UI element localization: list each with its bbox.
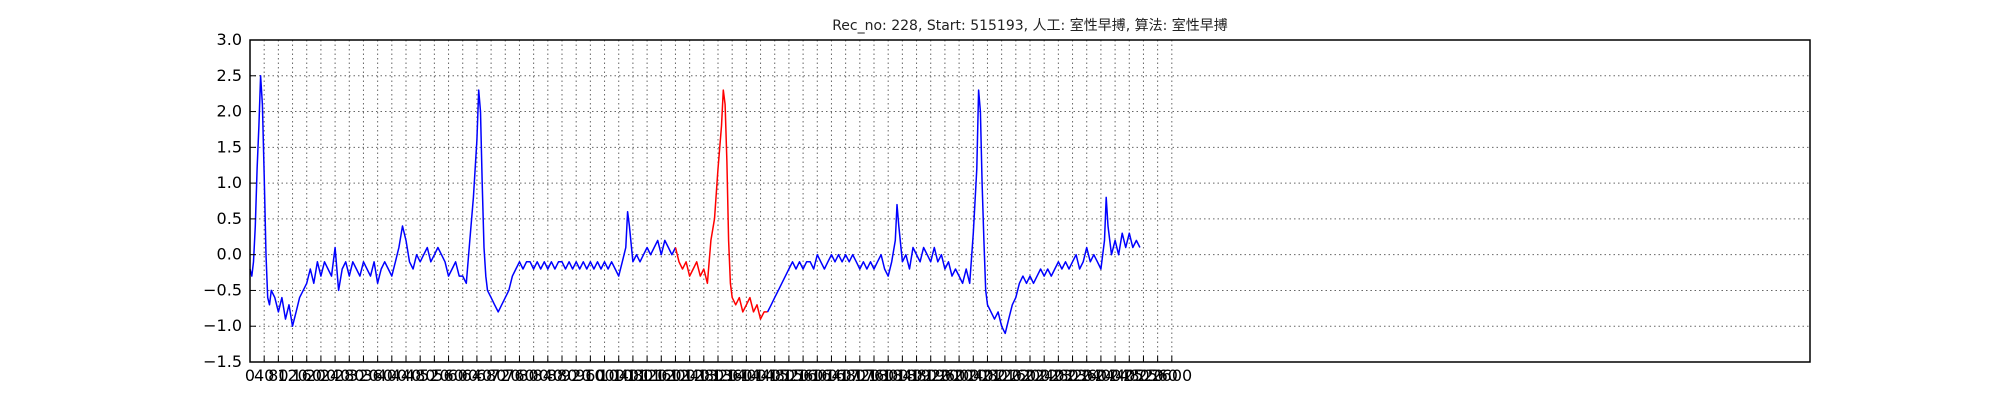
x-tick-label: 2480 bbox=[1109, 366, 1150, 385]
x-tick-label: 1920 bbox=[910, 366, 951, 385]
y-tick-label: 2.0 bbox=[217, 102, 242, 121]
x-tick-label: 40 bbox=[254, 366, 274, 385]
x-tick-label: 600 bbox=[447, 366, 478, 385]
x-tick-label: 2120 bbox=[981, 366, 1022, 385]
x-tick-label: 1280 bbox=[683, 366, 724, 385]
x-tick-label: 1560 bbox=[783, 366, 824, 385]
x-tick-label: 200 bbox=[306, 366, 337, 385]
x-tick-label: 160 bbox=[291, 366, 322, 385]
x-tick-label: 440 bbox=[391, 366, 422, 385]
x-tick-label: 1000 bbox=[584, 366, 625, 385]
x-tick-label: 640 bbox=[462, 366, 493, 385]
x-tick-label: 1480 bbox=[754, 366, 795, 385]
x-tick-label: 800 bbox=[518, 366, 549, 385]
x-tick-label: 320 bbox=[348, 366, 379, 385]
x-tick-label: 2560 bbox=[1137, 366, 1178, 385]
x-tick-label: 2160 bbox=[995, 366, 1036, 385]
x-tick-label: 1760 bbox=[854, 366, 895, 385]
x-tick-label: 1160 bbox=[641, 366, 682, 385]
y-tick-label: 3.0 bbox=[217, 30, 242, 49]
series-layer bbox=[249, 75, 1141, 335]
x-tick-label: 2280 bbox=[1038, 366, 1079, 385]
y-tick-label: −1.5 bbox=[203, 352, 242, 371]
y-ticks-layer: 3.0 2.5 2.0 1.5 1.0 0.5 0.0 −0.5 −1.0 −1.5 bbox=[203, 30, 256, 371]
x-tick-label: 1960 bbox=[925, 366, 966, 385]
x-tick-label: 1680 bbox=[825, 366, 866, 385]
x-tick-label: 1400 bbox=[726, 366, 767, 385]
x-tick-label: 2520 bbox=[1123, 366, 1164, 385]
grid-layer bbox=[249, 39, 1810, 363]
x-tick-label: 1080 bbox=[613, 366, 654, 385]
x-tick-label: 1360 bbox=[712, 366, 753, 385]
x-tick-label: 1640 bbox=[811, 366, 852, 385]
x-tick-label: 1040 bbox=[598, 366, 639, 385]
y-tick-label: 0.0 bbox=[217, 245, 242, 264]
x-tick-label: 1120 bbox=[627, 366, 668, 385]
x-tick-label: 2400 bbox=[1081, 366, 1122, 385]
series-line-2 bbox=[674, 89, 768, 320]
y-tick-label: 2.5 bbox=[217, 66, 242, 85]
y-tick-label: 1.0 bbox=[217, 173, 242, 192]
y-tick-label: −0.5 bbox=[203, 280, 242, 299]
x-tick-label: 80 bbox=[268, 366, 288, 385]
x-tick-label: 520 bbox=[419, 366, 450, 385]
x-tick-label: 1600 bbox=[797, 366, 838, 385]
x-tick-label: 1720 bbox=[839, 366, 880, 385]
x-tick-label: 1440 bbox=[740, 366, 781, 385]
x-tick-label: 2200 bbox=[1010, 366, 1051, 385]
x-tick-label: 1320 bbox=[698, 366, 739, 385]
y-tick-label: 0.5 bbox=[217, 209, 242, 228]
x-tick-label: 2320 bbox=[1052, 366, 1093, 385]
x-tick-label: 960 bbox=[575, 366, 606, 385]
x-tick-label: 240 bbox=[320, 366, 351, 385]
series-line-1 bbox=[249, 75, 677, 327]
x-tick-label: 400 bbox=[377, 366, 408, 385]
y-tick-label: 1.5 bbox=[217, 137, 242, 156]
x-tick-label: 2000 bbox=[939, 366, 980, 385]
x-tick-label: 0 bbox=[245, 366, 255, 385]
plot-frame bbox=[249, 39, 1811, 363]
x-tick-label: 120 bbox=[277, 366, 308, 385]
x-tick-label: 480 bbox=[405, 366, 436, 385]
x-tick-label: 1520 bbox=[769, 366, 810, 385]
x-tick-label: 840 bbox=[533, 366, 564, 385]
chart-title: Rec_no: 228, Start: 515193, 人工: 室性早搏, 算法… bbox=[832, 17, 1228, 34]
x-tick-label: 720 bbox=[490, 366, 521, 385]
x-tick-label: 1240 bbox=[669, 366, 710, 385]
x-tick-label: 560 bbox=[433, 366, 464, 385]
x-tick-label: 1200 bbox=[655, 366, 696, 385]
x-tick-label: 2040 bbox=[953, 366, 994, 385]
x-tick-label: 2240 bbox=[1024, 366, 1065, 385]
x-tick-label: 1800 bbox=[868, 366, 909, 385]
x-tick-label: 1880 bbox=[896, 366, 937, 385]
x-ticks-layer: 0408012016020024028032036040044048052056… bbox=[245, 356, 1192, 385]
x-tick-label: 1840 bbox=[882, 366, 923, 385]
x-tick-label: 280 bbox=[334, 366, 365, 385]
x-tick-label: 920 bbox=[561, 366, 592, 385]
x-tick-label: 760 bbox=[504, 366, 535, 385]
x-tick-label: 2080 bbox=[967, 366, 1008, 385]
x-tick-label: 2600 bbox=[1151, 366, 1192, 385]
x-tick-label: 2360 bbox=[1066, 366, 1107, 385]
y-tick-label: −1.0 bbox=[203, 316, 242, 335]
x-tick-label: 680 bbox=[476, 366, 507, 385]
x-tick-label: 360 bbox=[362, 366, 393, 385]
x-tick-label: 2440 bbox=[1095, 366, 1136, 385]
x-tick-label: 880 bbox=[547, 366, 578, 385]
series-line-3 bbox=[766, 89, 1141, 335]
